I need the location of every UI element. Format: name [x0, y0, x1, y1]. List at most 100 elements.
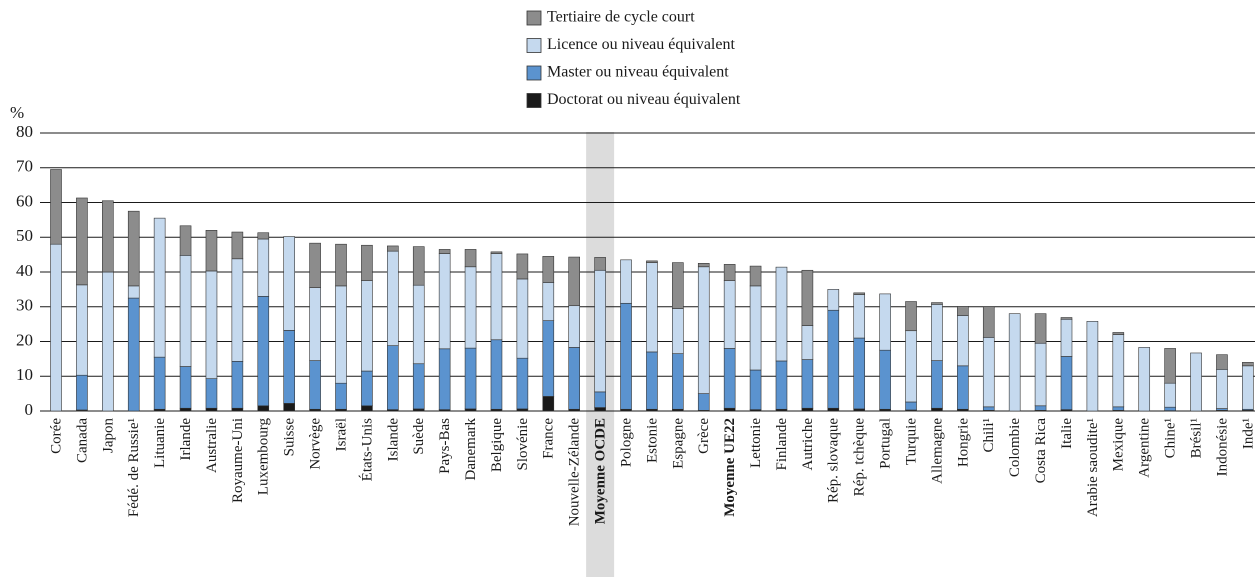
bar-segment [309, 360, 321, 410]
bar-segment [361, 405, 373, 412]
x-tick-label: Italie [1059, 418, 1075, 449]
bar-segment [801, 359, 814, 409]
bar-segment [335, 382, 347, 410]
bar-segment [490, 339, 503, 410]
bar-segment [982, 337, 995, 408]
bar-segment [1164, 406, 1176, 411]
x-tick-label: Pologne [618, 418, 634, 468]
x-tick-label: Espagne [670, 418, 686, 469]
legend-swatch [526, 65, 542, 81]
bar-segment [1034, 342, 1047, 407]
bar-segment [594, 269, 606, 393]
bar-segment [749, 285, 762, 371]
bar-segment [568, 305, 581, 348]
bar-segment [127, 210, 140, 287]
bar-segment [50, 169, 62, 245]
bar-segment [749, 369, 762, 410]
bar-segment [438, 253, 451, 350]
bar-segment [257, 232, 270, 240]
bar-segment [542, 320, 555, 397]
bar-segment [853, 294, 866, 339]
x-tick-label: Brésil¹ [1188, 418, 1204, 458]
x-tick-label: Belgique [489, 418, 505, 472]
bar-segment [723, 264, 736, 281]
y-tick-label: 80 [16, 122, 33, 141]
bar-segment [1034, 405, 1047, 411]
bar-segment [464, 249, 477, 268]
bar-segment [827, 309, 840, 409]
bar-segment [335, 243, 347, 287]
legend-swatch [526, 38, 542, 53]
x-tick-label: Suède [411, 418, 427, 455]
bar-segment [1034, 313, 1047, 344]
bar-segment [102, 200, 114, 273]
bar-segment [387, 245, 399, 252]
bar-segment [1164, 382, 1176, 408]
bar-segment [464, 347, 477, 410]
bar-segment [387, 250, 399, 346]
x-tick-label: Islande [385, 418, 401, 462]
y-tick-label: 30 [16, 296, 33, 315]
bar-segment [594, 391, 606, 408]
bar-segment [179, 225, 192, 256]
bar-segment [1112, 332, 1125, 335]
bar-segment [697, 266, 710, 394]
bar-segment [982, 306, 995, 338]
x-tick-label: Estonie [644, 418, 660, 463]
bar-segment [905, 330, 917, 403]
x-tick-label: Irlande [178, 418, 194, 461]
bar-segment [1060, 356, 1073, 410]
bar-segment [1242, 365, 1254, 410]
bar-segment [412, 246, 425, 286]
y-tick-label: 70 [16, 157, 33, 176]
legend-label: Master ou niveau équivalent [547, 64, 729, 81]
x-tick-label: Canada [74, 418, 90, 463]
bar-segment [231, 258, 244, 362]
bar-segment [412, 284, 425, 365]
bar-segment [1138, 347, 1151, 412]
x-tick-label: Pays-Bas [437, 418, 453, 474]
legend-label: Licence ou niveau équivalent [547, 36, 735, 53]
x-tick-label: Danemark [463, 418, 479, 481]
bar-segment [801, 325, 814, 360]
bar-segment [76, 374, 88, 411]
bar-segment [102, 271, 114, 412]
bar-segment [672, 262, 684, 309]
bar-segment [723, 348, 736, 409]
x-tick-label: Hongrie [955, 418, 971, 467]
bar-segment [620, 302, 632, 410]
bar-segment [957, 306, 969, 316]
y-tick-label: 10 [16, 365, 33, 384]
bar-segment [646, 351, 658, 410]
legend-swatch [526, 10, 542, 26]
legend-label: Tertiaire de cycle court [547, 9, 695, 26]
bar-segment [516, 357, 529, 410]
bar-segment [309, 242, 321, 288]
x-tick-label: Japon [100, 418, 116, 453]
bar-segment [542, 256, 555, 283]
bar-segment [672, 308, 684, 354]
x-tick-label: Costa Rica [1033, 418, 1049, 484]
bar-segment [853, 408, 866, 412]
x-tick-label: Rép. slovaque [826, 418, 842, 503]
x-tick-label: Moyenne OCDE [593, 418, 609, 524]
bar-segment [438, 249, 451, 254]
x-tick-label: Argentine [1137, 418, 1153, 478]
x-tick-label: Chine¹ [1163, 418, 1179, 458]
bar-segment [283, 330, 295, 404]
x-tick-label: Lettonie [748, 418, 764, 468]
x-tick-label: Nouvelle-Zélande [567, 418, 583, 527]
bar-segment [1060, 318, 1073, 357]
bar-segment [594, 407, 606, 412]
bar-segment [542, 396, 555, 412]
y-tick-label: 20 [16, 330, 33, 349]
bar-segment [257, 405, 270, 412]
bar-segment [1164, 348, 1176, 384]
bar-segment [205, 378, 218, 409]
bar-segment [723, 280, 736, 349]
x-tick-label: Portugal [878, 418, 894, 469]
bar-segment [568, 256, 581, 307]
x-tick-label: Turquie [903, 418, 919, 465]
bar-segment [179, 407, 192, 412]
bar-segment [179, 255, 192, 367]
